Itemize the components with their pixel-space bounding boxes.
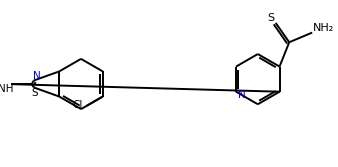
Text: S: S	[31, 88, 38, 98]
Text: N: N	[238, 90, 246, 100]
Text: NH: NH	[0, 84, 14, 94]
Text: Cl: Cl	[72, 100, 83, 110]
Text: S: S	[267, 13, 274, 23]
Text: NH₂: NH₂	[313, 23, 334, 33]
Text: N: N	[33, 71, 41, 81]
